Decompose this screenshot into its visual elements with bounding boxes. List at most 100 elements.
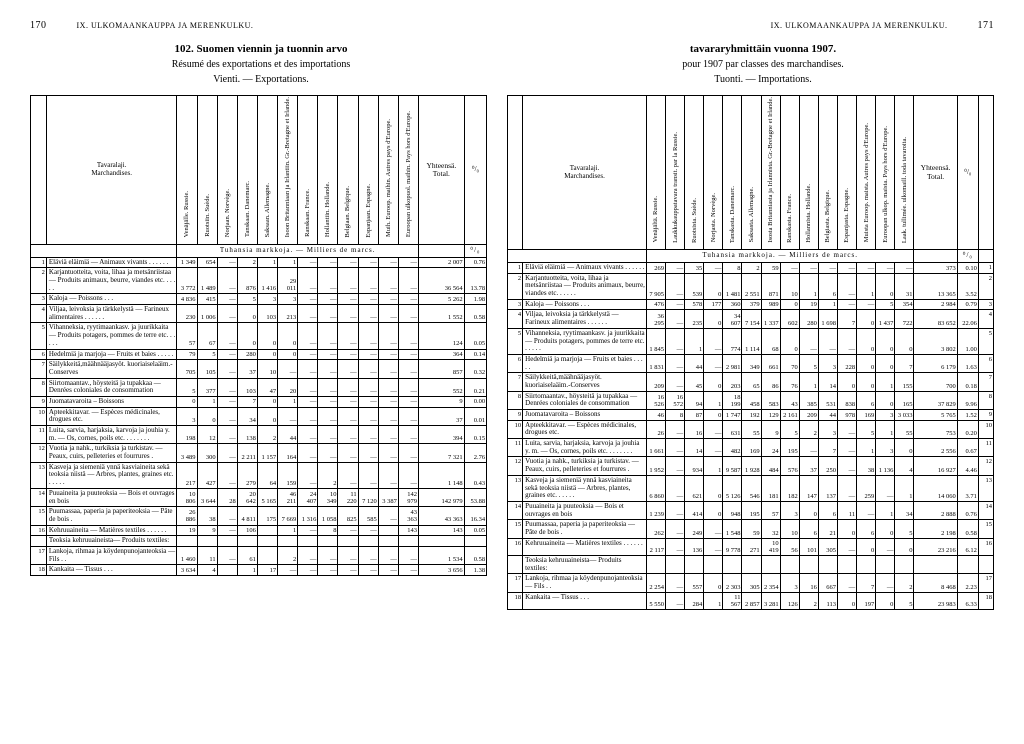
col-head: Laukkukauppatavara transit. par la Russi… [666, 96, 685, 250]
col-head: Espanjasta. Espagne. [838, 96, 857, 250]
table-row: 10Apteekkitavar. — Espèces médicinales, … [508, 420, 994, 438]
product-cell: Puuaineita ja puuteoksia — Bois et ouvra… [46, 488, 176, 506]
table-row: 8Siirtomaantav., höysteitä ja tupakkaa —… [508, 391, 994, 409]
running-head-right: IX. ULKOMAANKAUPPA JA MERENKULKU. [771, 21, 948, 30]
product-cell: Karjantuotteita, voita, lihaa ja metsänr… [523, 273, 647, 299]
product-cell: Luita, sarvia, harjaksia, karvoja ja jou… [523, 439, 647, 457]
product-cell: Kehruuaineita — Matières textiles . . . … [46, 525, 176, 536]
unit-row: Tuhansia markkoja. — Milliers de marcs. [177, 244, 419, 257]
product-cell: Säilykkeitä,määhnääjasyöt. kuoriaiselaäi… [46, 360, 176, 378]
table-row: 12Vuotia ja nahk., turkiksia ja turkista… [508, 457, 994, 475]
product-cell: Juomatavaroita – Boissons [523, 410, 647, 421]
product-cell: Puumassaa, paperia ja paperiteoksia — Pâ… [46, 507, 176, 525]
title-left-main: 102. Suomen viennin ja tuonnin arvo [30, 43, 492, 55]
table-row: 9Juomatavaroita – Boissons4688701 747192… [508, 410, 994, 421]
table-row: 14Puuaineita ja puuteoksia — Bois et ouv… [508, 501, 994, 519]
titles-row: 102. Suomen viennin ja tuonnin arvo Résu… [30, 43, 994, 89]
product-cell: Kankaita — Tissus . . . [523, 592, 647, 609]
col-head: Tanskasta. Danemarc. [723, 96, 742, 250]
table-row: 16Kehruuaineita — Matières textiles . . … [508, 538, 994, 555]
product-cell: Viljaa, leivoksia ja tärkkelystä — Farin… [523, 310, 647, 328]
col-head: Ruotsista. Suède. [685, 96, 704, 250]
col-head: Ranskasta. France. [780, 96, 799, 250]
col-head: Hollantiin. Hollande. [318, 96, 338, 245]
table-row: 1Eläviä eläimiä — Animaux vivants . . . … [508, 263, 994, 274]
col-head: Venäjältä. Russie. [646, 96, 665, 250]
product-cell: Lankoja, rihmaa ja köydenpunojanteoksia … [46, 546, 176, 564]
page-number-right: 171 [978, 20, 995, 31]
table-row: 17Lankoja, rihmaa ja köydenpunojanteoksi… [31, 546, 487, 564]
col-head: Ruotsiin. Suède. [197, 96, 217, 245]
product-cell: Hedelmiä ja marjoja — Fruits et baies . … [523, 354, 647, 372]
table-row: 16Kehruuaineita — Matières textiles . . … [31, 525, 487, 536]
imports-table: Tavaralaji.Marchandises.Venäjältä. Russi… [507, 95, 994, 610]
product-cell: Apteekkitavar. — Espèces médicinales, dr… [46, 407, 176, 425]
table-row: 10Apteekkitavar. — Espèces médicinales, … [31, 407, 487, 425]
table-row: 5Vihanneksia, ryytimaankasv. ja juurikka… [31, 323, 487, 349]
product-cell: Puuaineita ja puuteoksia — Bois et ouvra… [523, 501, 647, 519]
product-cell: Karjantuotteita, voita, lihaa ja metsänr… [46, 268, 176, 294]
table-row: 1Eläviä eläimiä — Animaux vivants . . . … [31, 257, 487, 268]
title-left-sub: Résumé des exportations et des importati… [30, 59, 492, 70]
col-head: Muista Euroop. maista. Autres pays d'Eur… [857, 96, 876, 250]
product-cell: Siirtomaantav., höysteitä ja tupakkaa — … [523, 391, 647, 409]
col-head: Tanskaan. Danemarc. [237, 96, 257, 245]
total-head: Yhteensä.Total. [419, 96, 465, 245]
col-head: Norjasta. Norvège. [704, 96, 723, 250]
product-cell: Kasveja ja siemeniä ynnä kasviaineita se… [523, 475, 647, 501]
table-row: 2Karjantuotteita, voita, lihaa ja metsän… [31, 268, 487, 294]
table-row: 4Viljaa, leivoksia ja tärkkelystä — Fari… [31, 305, 487, 323]
table-row: 15Puumassaa, paperia ja paperiteoksia — … [31, 507, 487, 525]
col-head: Norjaan. Norvège. [217, 96, 237, 245]
table-row: 14Puuaineita ja puuteoksia — Bois et ouv… [31, 488, 487, 506]
table-row: 9Juomatavaroita – Boissons01—701——————90… [31, 396, 487, 407]
unit-row: Tuhansia markkoja. — Milliers de marcs. [646, 250, 914, 263]
table-row: 18Kankaita — Tissus . . .3 6344117——————… [31, 565, 487, 576]
product-cell: Teoksia kehruuaineista— Produits textile… [46, 536, 176, 547]
product-cell: Lankoja, rihmaa ja köydenpunojanteoksia … [523, 574, 647, 592]
table-row: 4Viljaa, leivoksia ja tärkkelystä — Fari… [508, 310, 994, 328]
product-cell: Säilykkeitä,määhnääjasyöt. kuoriaiselaäi… [523, 373, 647, 391]
pct-head: ⁰/₀ [957, 96, 978, 250]
product-cell: Kehruuaineita — Matières textiles . . . … [523, 538, 647, 555]
col-head: Ranskaan. France. [298, 96, 318, 245]
table-row: 18Kankaita — Tissus . . .5 550—284111 56… [508, 592, 994, 609]
product-cell: Siirtomaantav., höysteitä ja tupakkaa — … [46, 378, 176, 396]
table-row: 6Hedelmiä ja marjoja — Fruits et baies .… [508, 354, 994, 372]
table-row: 2Karjantuotteita, voita, lihaa ja metsän… [508, 273, 994, 299]
product-cell: Apteekkitavar. — Espèces médicinales, dr… [523, 420, 647, 438]
product-cell: Kasveja ja siemeniä ynnä kasviaineita se… [46, 462, 176, 488]
table-row: 5Vihanneksia, ryytimaankasv. ja juurikka… [508, 328, 994, 354]
col-head: Belgiaan. Belgique. [338, 96, 358, 245]
product-cell: Viljaa, leivoksia ja tärkkelystä — Farin… [46, 305, 176, 323]
col-head: Isoon Britanniaan ja Irlantiin. Gr.-Bret… [278, 96, 298, 245]
col-head: Hollannista. Hollande. [799, 96, 818, 250]
running-head-left: IX. ULKOMAANKAUPPA JA MERENKULKU. [77, 21, 254, 30]
table-row: 7Säilykkeitä,määhnääjasyöt. kuoriaiselaä… [508, 373, 994, 391]
product-cell: Puumassaa, paperia ja paperiteoksia — Pâ… [523, 520, 647, 538]
table-row: Teoksia kehruuaineista— Produits textile… [508, 555, 994, 573]
product-cell: Vuotia ja nahk., turkiksia ja turkistav.… [523, 457, 647, 475]
table-row: 8Siirtomaantav., höysteitä ja tupakkaa —… [31, 378, 487, 396]
col-head: Euroopan ulkop. maista. Pays hors d'Euro… [876, 96, 895, 250]
col-head: Venäjälle. Russie. [177, 96, 197, 245]
table-row: 17Lankoja, rihmaa ja köydenpunojanteoksi… [508, 574, 994, 592]
product-cell: Kankaita — Tissus . . . [46, 565, 176, 576]
product-head: Tavaralaji.Marchandises. [523, 96, 647, 250]
title-right-main: tavararyhmittäin vuonna 1907. [532, 43, 994, 55]
product-cell: Vuotia ja nahk., turkiksia ja turkistav.… [46, 444, 176, 462]
product-cell: Eläviä eläimiä — Animaux vivants . . . .… [523, 263, 647, 274]
page-header: 170 IX. ULKOMAANKAUPPA JA MERENKULKU. IX… [30, 20, 994, 31]
col-head: Saksasta. Allemagne. [742, 96, 761, 250]
exports-table: Tavaralaji.Marchandises.Venäjälle. Russi… [30, 95, 487, 576]
table-row: 6Hedelmiä ja marjoja — Fruits et baies .… [31, 349, 487, 360]
table-row: 7Säilykkeitä,määhnääjasyöt. kuoriaiselaä… [31, 360, 487, 378]
product-cell: Luita, sarvia, harjaksia, karvoja ja jou… [46, 426, 176, 444]
title-right-sub2: Tuonti. — Importations. [532, 74, 994, 85]
tables-wrap: Tavaralaji.Marchandises. Venäjälle. Russi… [30, 95, 994, 610]
table-row: 3Kaloja — Poissons . . .4 836415—533————… [31, 294, 487, 305]
col-head: Espanjaan. Espagne. [358, 96, 378, 245]
col-head: Saksaan. Allemagne. [257, 96, 277, 245]
table-row: 13Kasveja ja siemeniä ynnä kasviaineita … [508, 475, 994, 501]
title-left-sub2: Vienti. — Exportations. [30, 74, 492, 85]
